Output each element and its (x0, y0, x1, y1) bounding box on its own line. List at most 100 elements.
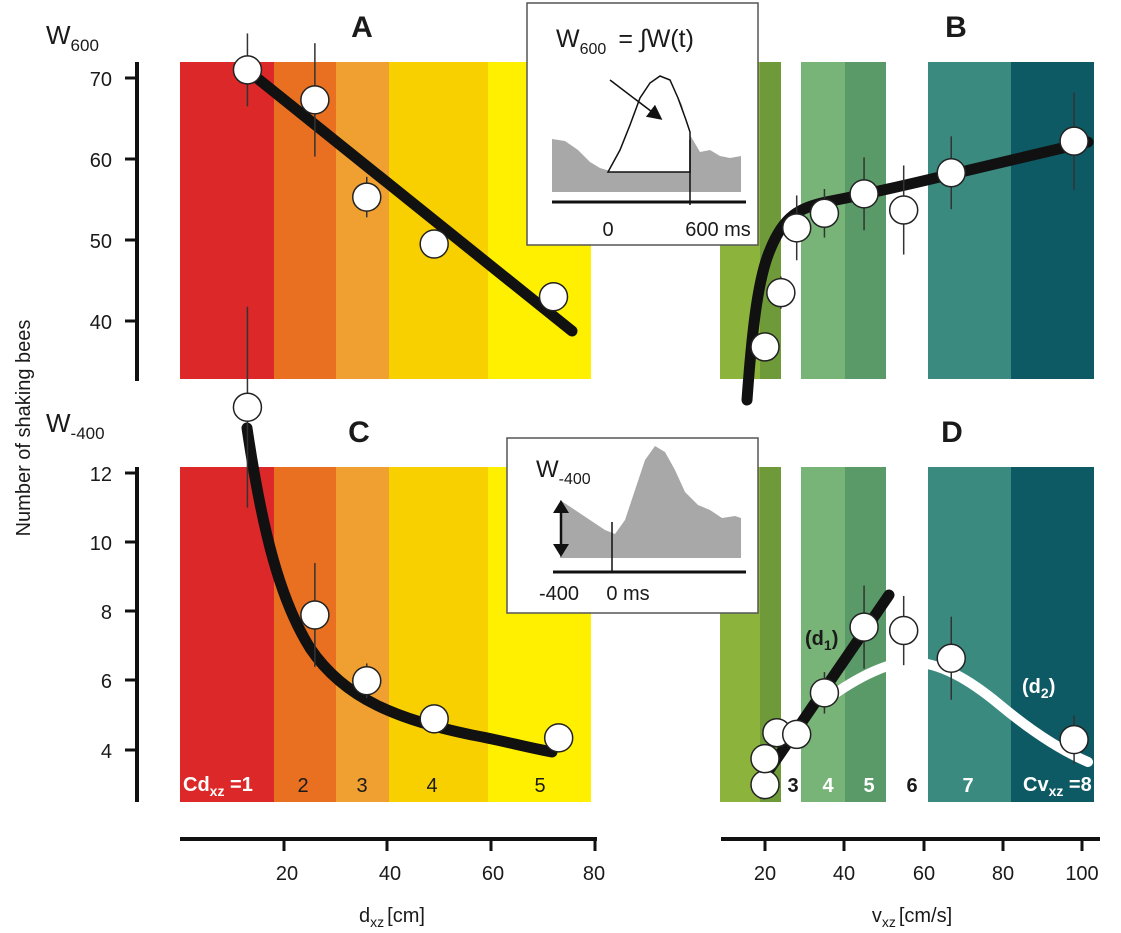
data-point-b-2 (766, 276, 796, 309)
marker-circle (936, 158, 966, 188)
ytick-label-a-50: 50 (90, 231, 112, 253)
marker-circle (352, 182, 382, 212)
inset-top-label: W600 = ∫W(t) (556, 25, 694, 58)
zone-label-c-3: 3 (356, 775, 367, 797)
xtick-label-left-20: 20 (276, 863, 298, 885)
inset-bottom-trace (560, 446, 741, 558)
data-point-c-4 (419, 704, 449, 734)
data-point-d-7 (888, 595, 919, 666)
data-point-c-5 (543, 723, 574, 753)
ytick-label-a-40: 40 (90, 312, 112, 334)
xtick-label-right-80: 80 (992, 863, 1014, 885)
zone-d-4 (801, 467, 845, 802)
marker-circle (1059, 126, 1089, 156)
inset-top: W600 = ∫W(t) 0 600 ms (526, 2, 759, 246)
inset-bottom-tick-neg: -400 (539, 583, 579, 605)
zone-label-c-5: 5 (534, 775, 545, 797)
inset-top-tick-0: 0 (602, 219, 613, 241)
marker-circle (419, 704, 449, 734)
fit-curve-d2 (821, 656, 1093, 767)
data-point-b-3 (781, 195, 812, 261)
marker-circle (888, 615, 919, 646)
marker-circle (750, 332, 780, 362)
data-point-b-7 (936, 136, 966, 210)
zone-labels-d: 3 4 5 6 7 Cvxz =8 (787, 774, 1091, 799)
fit-label-d2: (d2) (1022, 676, 1055, 701)
marker-circle (543, 723, 574, 753)
inset-top-arrow (609, 79, 663, 120)
fit-curve-c (241, 422, 558, 758)
zone-labels-c: Cdxz =1 2 3 4 5 (183, 774, 546, 799)
xtick-label-left-60: 60 (482, 863, 504, 885)
ytick-label-c-12: 12 (90, 464, 112, 486)
inset-bottom-label: W-400 (536, 456, 591, 488)
inset-bottom: W-400 -400 0 ms (506, 437, 759, 614)
marker-circle (809, 678, 840, 708)
data-point-c-1 (232, 306, 263, 508)
data-point-d-2 (750, 743, 780, 774)
inset-bottom-arrow-down (553, 544, 569, 557)
zone-b-5 (845, 62, 886, 379)
data-point-a-3 (352, 176, 382, 218)
inset-top-window (606, 75, 691, 173)
xtick-label-right-60: 60 (913, 863, 935, 885)
w-400-label: W-400 (46, 408, 105, 443)
data-point-d-6 (849, 585, 879, 669)
panel-label-a: A (351, 11, 373, 44)
xtick-label-left-40: 40 (379, 863, 401, 885)
data-point-a-4 (419, 229, 449, 259)
y-axis-title: Number of shaking bees (13, 320, 35, 537)
data-point-d-5 (809, 672, 840, 714)
marker-circle (232, 55, 263, 85)
x-axis-right: 20 40 60 80 100 vxz [cm/s] (721, 837, 1100, 930)
x-axis-title-left: dxz [cm] (359, 905, 425, 930)
marker-circle (750, 743, 780, 774)
data-point-c-2 (300, 563, 330, 667)
data-point-a-1 (232, 33, 263, 107)
data-point-a-5 (538, 281, 569, 312)
marker-circle (888, 195, 919, 225)
data-point-c-3 (352, 663, 382, 699)
data-point-b-8 (1059, 92, 1089, 190)
zone-label-d-4: 4 (822, 775, 834, 797)
marker-circle (1059, 724, 1089, 755)
zone-label-d-3: 3 (787, 775, 798, 797)
xtick-label-right-100: 100 (1065, 863, 1098, 885)
data-point-d-8 (936, 616, 966, 700)
zone-label-d-7: 7 (962, 775, 973, 797)
zone-label-cv-8: Cvxz =8 (1023, 774, 1092, 799)
zone-label-d-6: 6 (906, 775, 917, 797)
zone-a-1 (180, 62, 274, 379)
marker-circle (232, 392, 263, 422)
data-point-b-4 (809, 188, 840, 238)
zone-label-c-2: 2 (297, 775, 308, 797)
marker-circle (766, 277, 796, 308)
inset-bottom-tick-0: 0 ms (606, 583, 649, 605)
zone-label-cd-1: Cdxz =1 (183, 774, 253, 799)
panel-label-d: D (941, 416, 963, 449)
fit-label-d1: (d1) (805, 628, 838, 653)
marker-circle (352, 666, 382, 696)
data-point-d-1 (750, 769, 780, 800)
xtick-label-right-40: 40 (833, 863, 855, 885)
marker-circle (538, 281, 569, 312)
data-point-b-5 (849, 157, 879, 231)
zone-label-d-5: 5 (863, 775, 874, 797)
zone-c-3 (336, 467, 389, 802)
marker-circle (936, 643, 966, 673)
y-axis-bottom: 12 10 8 6 4 (90, 464, 139, 802)
data-points (232, 33, 1089, 800)
data-point-a-2 (300, 43, 330, 157)
marker-circle (849, 612, 879, 642)
w600-label: W600 (46, 20, 99, 55)
data-point-b-6 (888, 165, 919, 255)
ytick-label-c-10: 10 (90, 533, 112, 555)
zone-b-8 (1011, 62, 1094, 379)
zone-c-4 (389, 467, 488, 802)
marker-circle (300, 85, 330, 115)
zone-label-c-4: 4 (426, 775, 437, 797)
panel-label-b: B (945, 11, 967, 44)
marker-circle (809, 198, 840, 229)
marker-circle (781, 719, 812, 750)
